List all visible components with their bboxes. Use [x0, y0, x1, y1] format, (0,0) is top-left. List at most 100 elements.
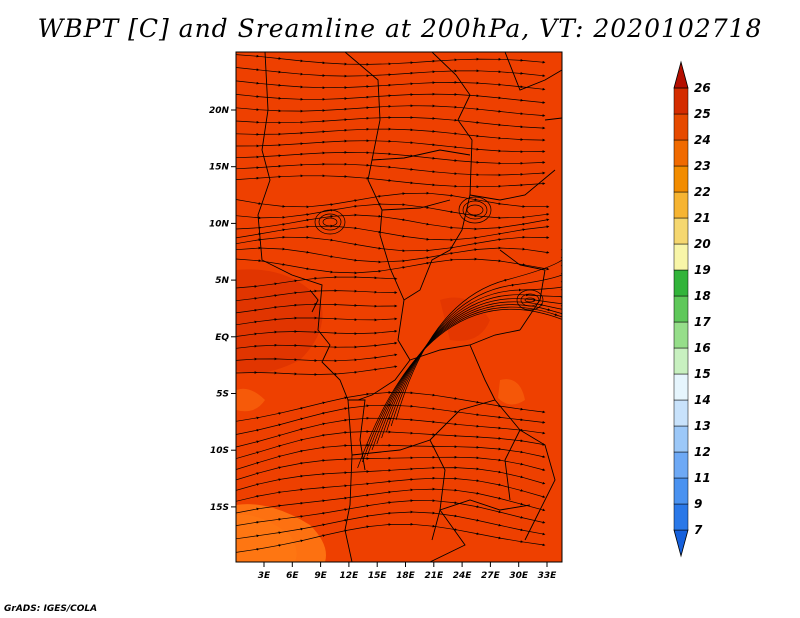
streamline [395, 249, 562, 421]
streamline [236, 92, 546, 104]
streamline [371, 289, 562, 451]
colorbar-label: 17 [694, 315, 711, 329]
streamline [236, 353, 398, 363]
streamline [357, 308, 562, 469]
streamline [236, 289, 398, 302]
latitude-axis: 20N 15N 10N 5N EQ 5S 10S 15S [209, 106, 236, 513]
colorbar-label: 7 [694, 523, 703, 537]
lon-label: 9E [314, 571, 327, 581]
streamline [236, 316, 398, 326]
lat-label: 10N [209, 219, 230, 229]
chart-title: WBPT [C] and Sreamline at 200hPa, VT: 20… [37, 14, 763, 43]
colorbar-label: 22 [694, 185, 711, 199]
streamline [236, 224, 550, 242]
colorbar-box [673, 165, 689, 193]
eddy [520, 293, 540, 307]
streamline [236, 430, 546, 459]
eddy [322, 217, 338, 227]
streamline [236, 341, 398, 349]
lat-label: 10S [210, 446, 229, 456]
colorbar-label: 19 [694, 263, 711, 277]
streamline [236, 522, 546, 553]
streamline [376, 281, 562, 445]
streamline [236, 54, 546, 66]
streamline [236, 80, 546, 91]
colorbar-label: 24 [694, 133, 711, 147]
colorbar-label: 23 [694, 159, 711, 173]
colorbar-label: 26 [694, 81, 711, 95]
streamline [236, 67, 546, 78]
lat-label: EQ [215, 333, 229, 343]
colorbar-box [673, 139, 689, 167]
colorbar-label: 9 [694, 497, 702, 511]
colorbar-box [673, 217, 689, 245]
colorbar-label: 18 [694, 289, 711, 303]
colorbar-box [673, 191, 689, 219]
eddy [314, 209, 346, 235]
colorbar-label: 13 [694, 419, 711, 433]
colorbar-max-arrow [673, 60, 689, 89]
streamline [236, 302, 398, 314]
colorbar-box [673, 295, 689, 323]
streamlines [236, 54, 562, 553]
streamline [236, 139, 546, 154]
lon-label: 3E [258, 571, 271, 581]
colorbar-label: 12 [694, 445, 711, 459]
lon-label: 27E [481, 571, 501, 581]
map-frame [235, 51, 563, 563]
colorbar-box [673, 347, 689, 375]
lon-label: 30E [509, 571, 529, 581]
lon-label: 21E [424, 571, 444, 581]
streamline [236, 275, 398, 289]
eddy [466, 204, 484, 216]
streamline [236, 329, 398, 337]
grads-credit: GrADS: IGES/COLA [4, 604, 98, 614]
lat-label: 15S [210, 503, 229, 513]
streamline [381, 273, 562, 439]
streamline [390, 257, 562, 427]
colorbar-box [673, 373, 689, 401]
lat-label: 5N [215, 276, 229, 286]
colorbar-label: 15 [694, 367, 711, 381]
longitude-axis: 3E 6E 9E 12E 15E 18E 21E 24E 27E 30E 33E [258, 562, 557, 581]
streamline [236, 455, 546, 481]
colorbar-label: 25 [694, 107, 711, 121]
streamline [236, 443, 546, 470]
colorbar-label: 21 [694, 211, 711, 225]
colorbar-label: 20 [694, 237, 711, 251]
eddy [524, 297, 536, 303]
streamline [236, 257, 550, 275]
colorbar: 7 9 11 12 13 14 15 16 17 18 19 20 21 22 23 24 25 26 [673, 60, 711, 558]
streamline [362, 305, 562, 463]
colorbar-label: 14 [694, 393, 711, 407]
lon-label: 18E [396, 571, 416, 581]
eddy [458, 196, 492, 224]
lon-label: 24E [453, 571, 473, 581]
eddy [462, 200, 488, 220]
colorbar-box [673, 87, 689, 115]
streamline [386, 265, 562, 433]
colorbar-box [673, 269, 689, 297]
lon-label: 12E [340, 571, 360, 581]
colorbar-box [673, 113, 689, 141]
colorbar-box [673, 425, 689, 453]
eddy [318, 213, 342, 231]
streamline [236, 127, 546, 142]
colorbar-box [673, 399, 689, 427]
colorbar-box [673, 503, 689, 531]
streamline [236, 104, 546, 117]
streamline [236, 174, 546, 189]
lat-label: 5S [216, 390, 229, 400]
streamline [366, 297, 562, 457]
eddy [516, 289, 544, 311]
streamline [236, 365, 398, 376]
streamline [236, 116, 546, 130]
lat-label: 20N [209, 106, 230, 116]
colorbar-box [673, 321, 689, 349]
colorbar-box [673, 477, 689, 505]
colorbar-box [673, 243, 689, 271]
lon-label: 15E [368, 571, 388, 581]
colorbar-box [673, 451, 689, 479]
colorbar-label: 16 [694, 341, 711, 355]
